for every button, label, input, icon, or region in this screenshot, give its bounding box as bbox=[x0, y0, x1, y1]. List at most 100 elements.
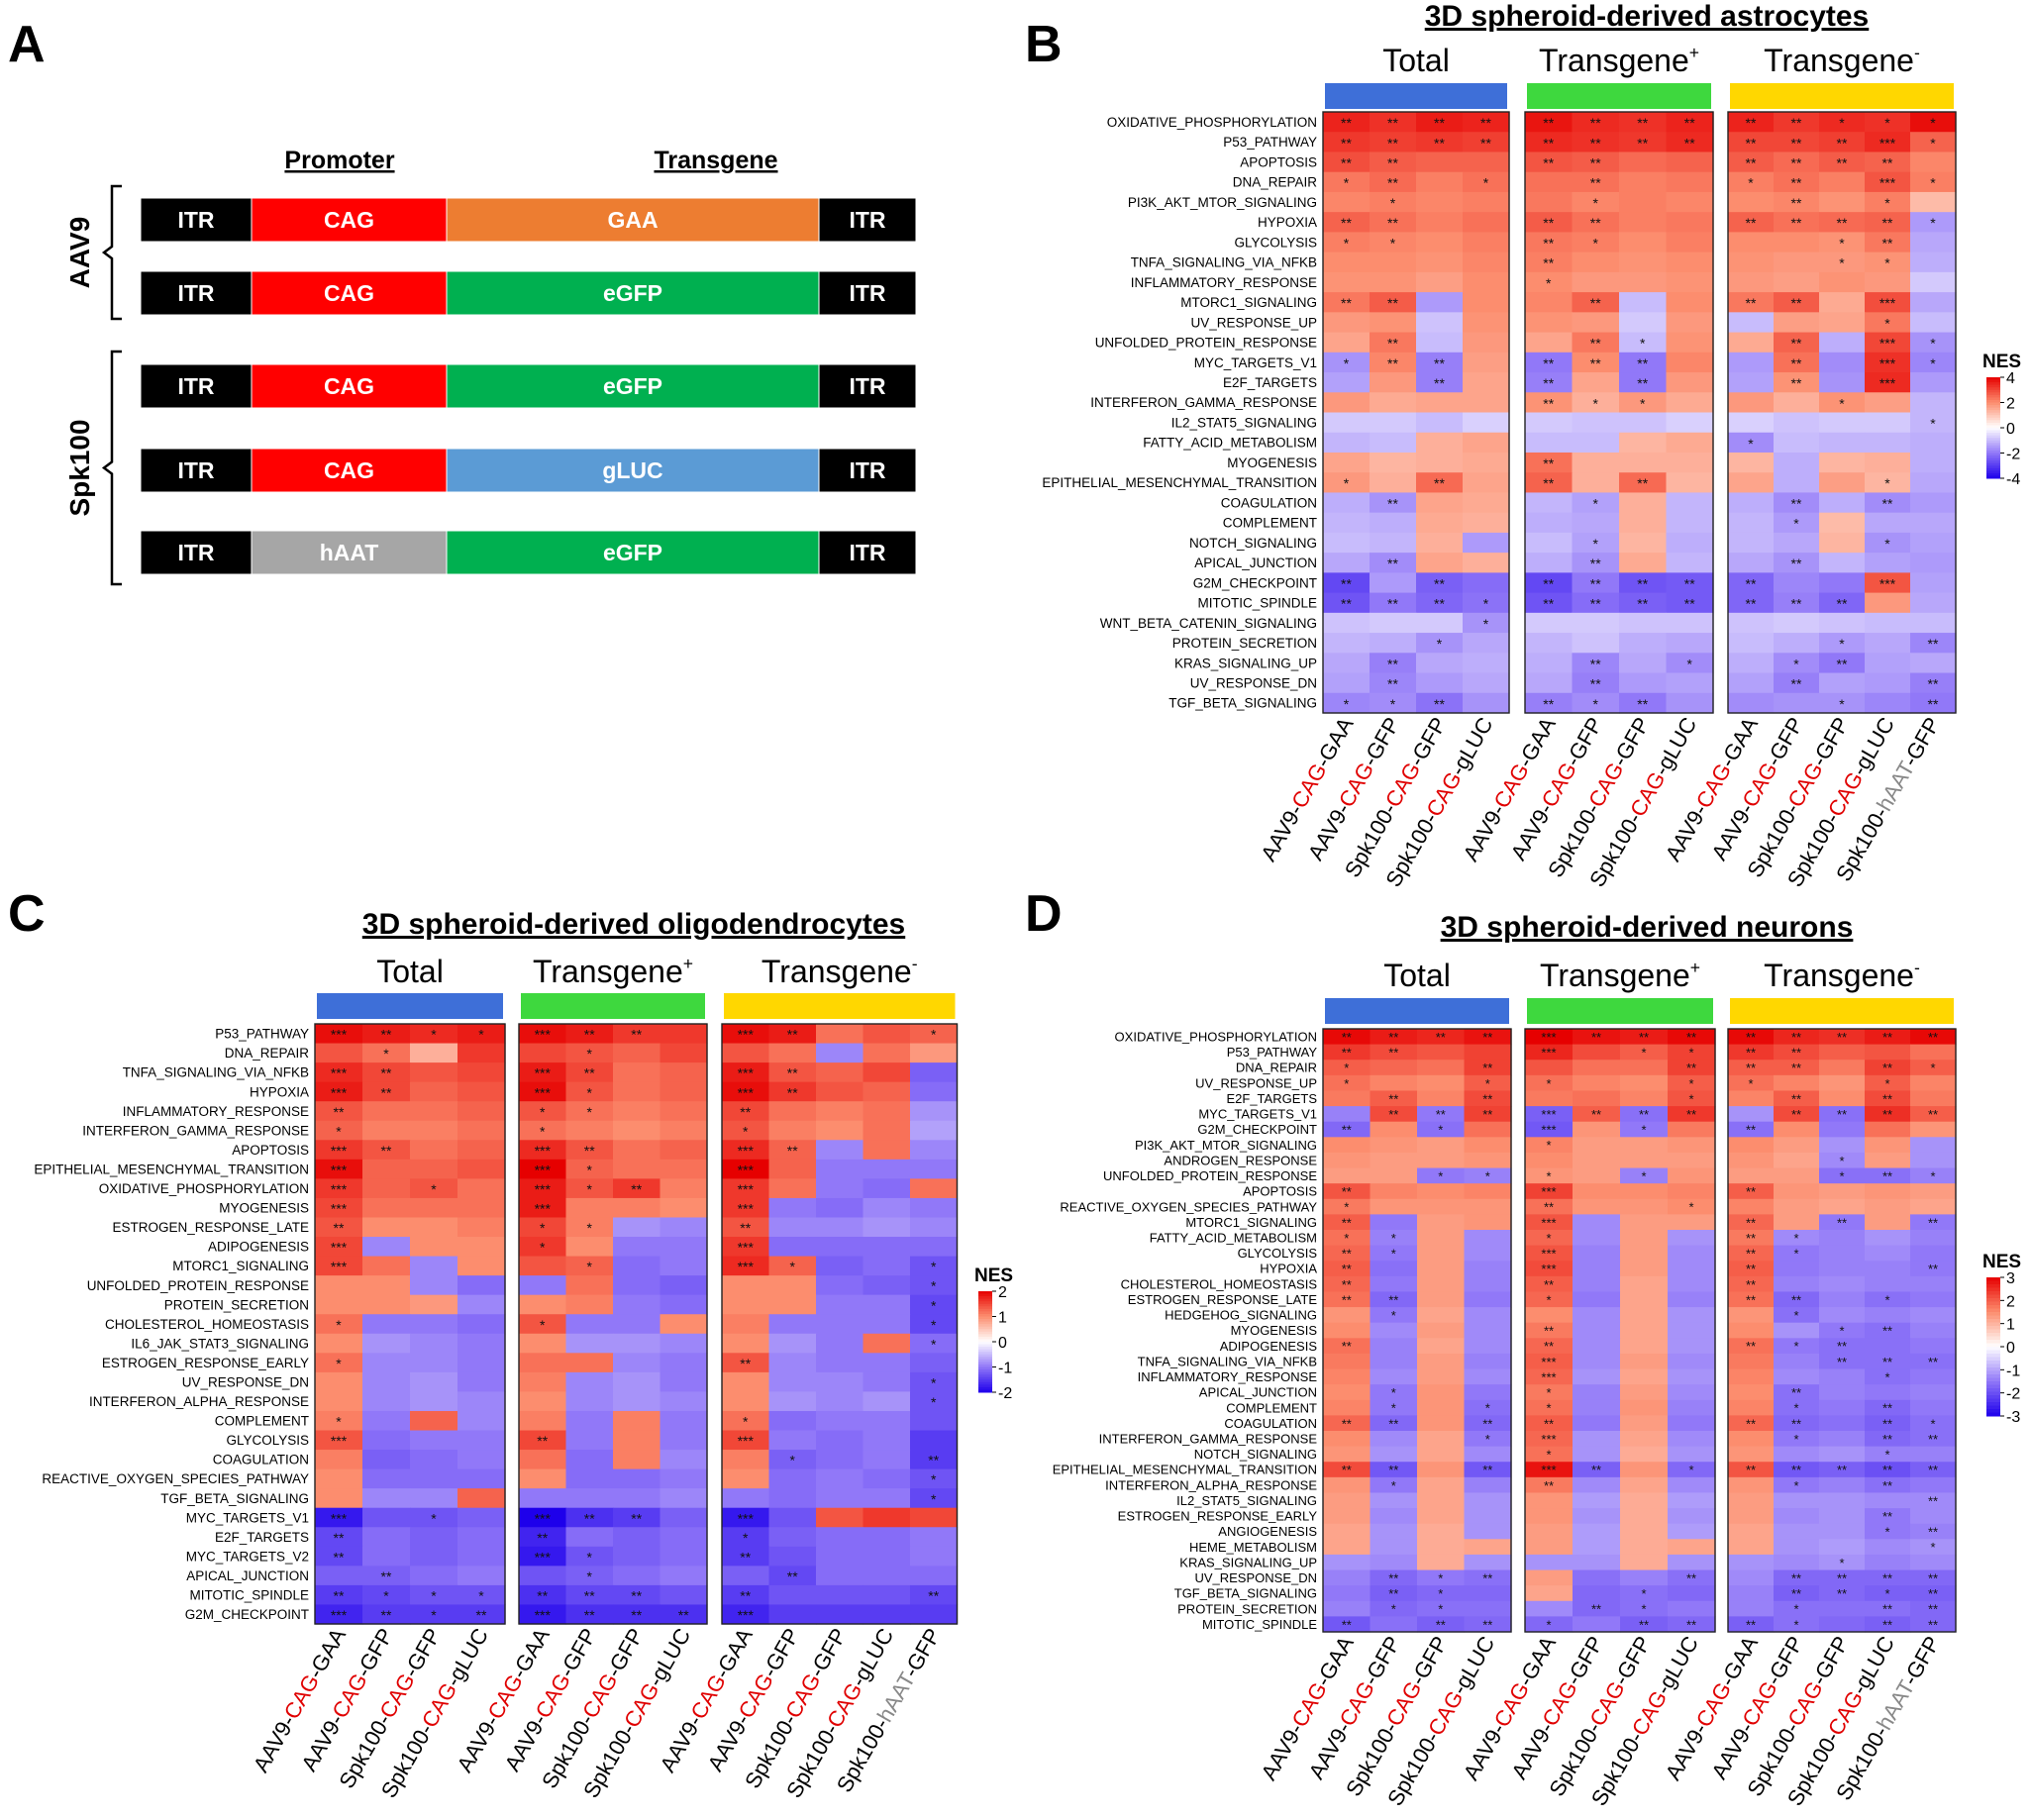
legend-tick-label: -1 bbox=[2006, 1363, 2020, 1379]
heatmap-cell bbox=[1774, 1431, 1820, 1448]
row-label: CHOLESTEROL_HOMEOSTASIS bbox=[105, 1317, 309, 1332]
heatmap-cell bbox=[1819, 372, 1866, 393]
significance-stars: ** bbox=[1928, 1617, 1938, 1632]
heatmap-cell bbox=[1417, 1476, 1466, 1494]
heatmap-cell bbox=[315, 1353, 363, 1373]
heatmap-cell bbox=[1370, 1569, 1418, 1586]
heatmap-cell bbox=[1619, 292, 1668, 313]
heatmap-cell bbox=[362, 1468, 411, 1489]
heatmap-cell bbox=[660, 1353, 708, 1373]
heatmap-cell bbox=[1774, 492, 1820, 514]
heatmap-cell bbox=[1525, 1106, 1574, 1123]
heatmap-cell bbox=[1666, 212, 1714, 233]
heatmap-cell bbox=[457, 1178, 506, 1199]
heatmap-cell bbox=[1525, 692, 1574, 714]
row-label: MITOTIC_SPINDLE bbox=[189, 1588, 309, 1603]
heatmap-cell bbox=[1819, 1230, 1866, 1247]
legend-step bbox=[1986, 392, 2000, 396]
heatmap-cell bbox=[1417, 1446, 1466, 1463]
significance-stars: ** bbox=[1791, 135, 1802, 151]
heatmap-cell bbox=[565, 1237, 614, 1258]
significance-stars: ** bbox=[1746, 1184, 1756, 1199]
significance-stars: ** bbox=[1837, 1586, 1847, 1601]
significance-stars: ** bbox=[1543, 696, 1554, 712]
row-label: IL6_JAK_STAT3_SIGNALING bbox=[131, 1336, 309, 1351]
heatmap-cell bbox=[1323, 692, 1371, 714]
legend-step bbox=[1986, 1301, 2000, 1306]
significance-stars: * bbox=[1483, 175, 1489, 191]
heatmap-cell bbox=[1370, 191, 1417, 213]
heatmap-cell bbox=[1910, 1569, 1957, 1586]
significance-stars: ** bbox=[1928, 696, 1939, 712]
significance-stars: ** bbox=[1791, 355, 1802, 371]
heatmap-cell bbox=[1572, 312, 1620, 334]
heatmap-cell bbox=[722, 1450, 770, 1470]
group-color-bar bbox=[1325, 998, 1509, 1024]
heatmap-cell bbox=[519, 1120, 567, 1141]
heatmap-cell bbox=[1910, 653, 1957, 674]
heatmap-cell bbox=[1464, 1322, 1512, 1339]
heatmap-cell bbox=[315, 1314, 363, 1335]
row-label: TGF_BETA_SIGNALING bbox=[160, 1491, 309, 1506]
row-label: TNFA_SIGNALING_VIA_NFKB bbox=[1131, 255, 1317, 270]
heatmap-cell bbox=[410, 1197, 458, 1219]
heatmap-cell bbox=[1370, 1446, 1418, 1463]
heatmap-cell bbox=[1323, 672, 1371, 694]
significance-stars: * bbox=[1793, 516, 1799, 532]
heatmap-cell bbox=[1620, 1106, 1669, 1123]
significance-stars: * bbox=[540, 1123, 546, 1139]
significance-stars: ** bbox=[1746, 215, 1757, 231]
heatmap-cell bbox=[519, 1256, 567, 1276]
significance-stars: *** bbox=[535, 1549, 552, 1565]
heatmap-cell bbox=[910, 1062, 959, 1083]
heatmap-cell bbox=[1464, 1198, 1512, 1215]
heatmap-cell bbox=[1819, 1415, 1866, 1432]
heatmap-cell bbox=[660, 1159, 708, 1179]
itr-right bbox=[818, 530, 917, 575]
group-label: Transgene+ bbox=[1539, 43, 1699, 78]
heatmap-cell bbox=[362, 1140, 411, 1161]
significance-stars: * bbox=[1483, 616, 1489, 632]
heatmap-cell bbox=[1323, 271, 1371, 293]
heatmap-cell bbox=[1774, 672, 1820, 694]
heatmap-cell bbox=[863, 1024, 911, 1045]
heatmap-cell bbox=[1573, 1322, 1621, 1339]
significance-stars: ** bbox=[1434, 355, 1445, 371]
heatmap-cell bbox=[1463, 612, 1510, 634]
heatmap-cell bbox=[1525, 1044, 1574, 1061]
significance-stars: ** bbox=[1882, 495, 1893, 511]
column-label-part: AAV9- bbox=[1304, 1718, 1357, 1783]
significance-stars: * bbox=[1884, 255, 1890, 271]
heatmap-cell bbox=[1865, 1476, 1911, 1494]
heatmap-cell bbox=[1370, 232, 1417, 253]
heatmap-cell bbox=[1865, 1307, 1911, 1324]
significance-stars: ** bbox=[1791, 295, 1802, 311]
significance-stars: ** bbox=[1837, 1355, 1847, 1369]
column-label-part: -GFP bbox=[1404, 713, 1452, 770]
significance-stars: *** bbox=[738, 1084, 755, 1100]
group-label-aav9: AAV9 bbox=[64, 217, 95, 289]
heatmap-cell bbox=[1620, 1261, 1669, 1277]
heatmap-cell bbox=[660, 1101, 708, 1122]
heatmap-cell bbox=[1370, 1462, 1418, 1478]
legend-step bbox=[1986, 412, 2000, 416]
heatmap-cell bbox=[1464, 1384, 1512, 1401]
itr-left-label: ITR bbox=[177, 540, 214, 565]
heatmap-cell bbox=[1620, 1090, 1669, 1107]
significance-stars: * bbox=[1793, 656, 1799, 671]
heatmap-cell bbox=[660, 1275, 708, 1296]
itr-right bbox=[818, 197, 917, 243]
heatmap-cell bbox=[613, 1043, 661, 1063]
significance-stars: * bbox=[1641, 1168, 1646, 1183]
column-label-part: -GAA bbox=[1714, 713, 1763, 771]
heatmap-cell bbox=[1865, 1198, 1911, 1215]
heatmap-cell bbox=[1416, 492, 1464, 514]
heatmap-cell bbox=[1370, 1616, 1418, 1633]
heatmap-cell bbox=[1525, 1291, 1574, 1308]
itr-right-label: ITR bbox=[849, 280, 885, 306]
heatmap-cell bbox=[1668, 1523, 1716, 1540]
legend-step bbox=[1986, 1336, 2000, 1341]
heatmap-cell bbox=[1620, 1585, 1669, 1602]
heatmap-cell bbox=[1525, 171, 1574, 193]
significance-stars: * bbox=[1930, 115, 1936, 131]
